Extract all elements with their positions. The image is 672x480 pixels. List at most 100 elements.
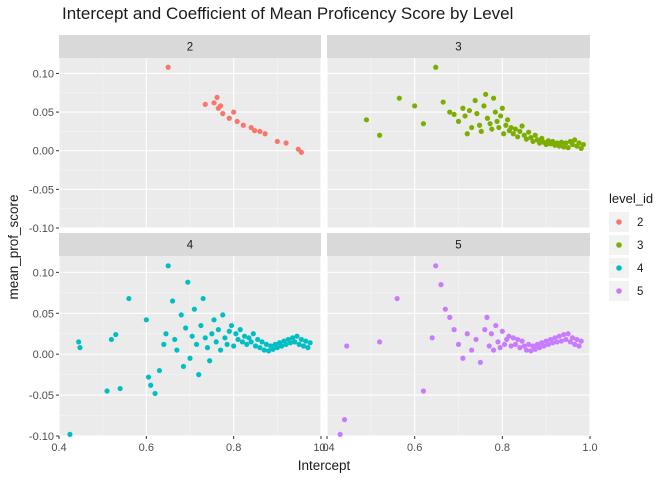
- data-point-level-5: [486, 343, 492, 349]
- legend-label: 3: [637, 240, 643, 252]
- data-point-level-3: [572, 137, 578, 143]
- data-point-level-4: [270, 346, 276, 352]
- data-point-level-3: [569, 141, 576, 148]
- data-point-level-3: [469, 124, 475, 131]
- data-point-level-5: [499, 328, 505, 334]
- data-point-level-5: [447, 314, 453, 320]
- data-point-level-5: [558, 338, 565, 344]
- data-point-level-4: [300, 343, 307, 349]
- data-point-level-5: [495, 339, 501, 345]
- data-point-level-5: [394, 295, 400, 302]
- data-point-level-5: [532, 346, 538, 352]
- data-point-level-4: [292, 339, 298, 345]
- data-point-level-4: [228, 322, 235, 329]
- data-point-level-3: [472, 97, 478, 104]
- data-point-level-3: [484, 115, 491, 121]
- data-point-level-5: [572, 341, 578, 347]
- facet-strip-label: 3: [455, 42, 461, 54]
- data-point-level-4: [220, 312, 226, 318]
- data-point-level-4: [226, 328, 232, 334]
- data-point-level-4: [261, 347, 267, 353]
- data-point-level-5: [521, 343, 527, 349]
- data-point-level-4: [215, 327, 221, 333]
- data-point-level-3: [550, 138, 556, 145]
- data-point-level-5: [510, 335, 516, 341]
- data-point-level-5: [563, 336, 569, 343]
- data-point-level-2: [234, 118, 240, 124]
- data-point-level-2: [217, 103, 224, 109]
- x-tick-label: 1.0: [582, 442, 597, 454]
- legend-key-5: [616, 288, 622, 294]
- data-point-level-5: [506, 333, 512, 339]
- data-point-level-5: [501, 341, 508, 347]
- data-point-level-3: [504, 117, 511, 123]
- data-point-level-3: [396, 95, 402, 101]
- data-point-level-4: [296, 341, 302, 347]
- data-point-level-4: [178, 312, 184, 318]
- data-point-level-3: [526, 129, 532, 135]
- data-point-level-2: [248, 124, 254, 131]
- data-point-level-3: [512, 126, 519, 132]
- data-point-level-5: [420, 388, 427, 394]
- data-point-level-4: [213, 339, 219, 345]
- data-point-level-3: [519, 123, 525, 129]
- data-point-level-4: [287, 340, 294, 346]
- data-point-level-3: [487, 121, 493, 127]
- data-point-level-3: [576, 140, 582, 146]
- data-point-level-4: [104, 388, 110, 394]
- data-point-level-4: [126, 295, 132, 302]
- facet-strip-3: [327, 35, 590, 58]
- data-point-level-4: [250, 331, 256, 337]
- data-point-level-3: [580, 141, 587, 148]
- data-point-level-3: [563, 140, 569, 146]
- data-point-level-4: [76, 339, 82, 345]
- data-point-level-5: [473, 336, 479, 343]
- data-point-level-5: [561, 331, 567, 338]
- data-point-level-3: [476, 122, 483, 128]
- data-point-level-4: [202, 335, 208, 341]
- data-point-level-5: [578, 338, 584, 344]
- data-point-level-4: [148, 382, 154, 388]
- facet-strip-4: [59, 233, 321, 256]
- data-point-level-2: [274, 138, 280, 145]
- data-point-level-4: [200, 295, 206, 302]
- data-point-level-3: [483, 91, 489, 97]
- data-point-level-4: [303, 338, 309, 344]
- data-point-level-3: [521, 132, 527, 138]
- data-point-level-5: [517, 345, 523, 351]
- facet-strip-label: 4: [187, 240, 194, 252]
- data-point-level-5: [512, 341, 519, 347]
- data-point-level-5: [451, 327, 457, 333]
- data-point-level-2: [231, 109, 237, 115]
- data-point-level-5: [550, 340, 556, 346]
- data-point-level-5: [519, 338, 525, 344]
- x-tick-label: 0.6: [139, 442, 154, 454]
- data-point-level-4: [204, 345, 211, 351]
- data-point-level-5: [508, 343, 514, 349]
- data-point-level-5: [460, 355, 466, 361]
- data-point-level-3: [556, 143, 562, 149]
- data-point-level-3: [523, 136, 530, 142]
- data-point-level-5: [526, 341, 532, 347]
- data-point-level-4: [235, 336, 241, 343]
- data-point-level-5: [377, 339, 383, 345]
- data-point-level-4: [257, 345, 263, 351]
- data-point-level-4: [143, 317, 149, 323]
- data-point-level-2: [220, 111, 226, 117]
- data-point-level-3: [543, 141, 549, 148]
- data-point-level-3: [578, 145, 584, 152]
- data-point-level-3: [528, 134, 534, 141]
- data-point-level-4: [307, 340, 313, 346]
- data-point-level-4: [294, 333, 300, 339]
- data-point-level-3: [447, 109, 453, 115]
- facet-strip-label: 5: [455, 240, 461, 252]
- data-point-level-4: [244, 341, 250, 347]
- data-point-level-4: [189, 333, 195, 339]
- data-point-level-4: [145, 374, 152, 380]
- data-point-level-3: [489, 126, 495, 132]
- data-point-level-3: [451, 111, 457, 118]
- data-point-level-4: [217, 347, 224, 353]
- data-point-level-3: [494, 118, 500, 124]
- data-point-level-3: [440, 99, 446, 105]
- data-point-level-5: [528, 348, 534, 354]
